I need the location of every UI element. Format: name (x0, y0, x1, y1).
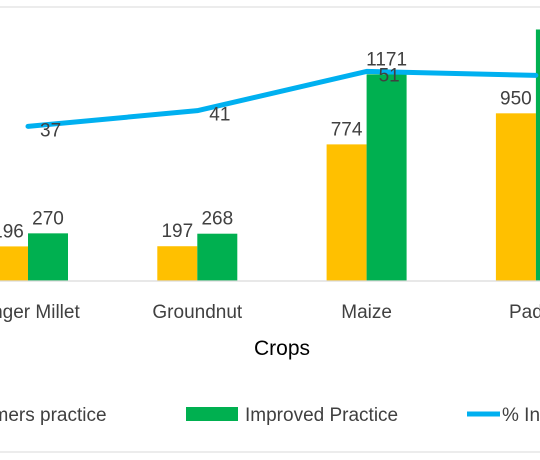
bar-farmers-practice-3 (495, 113, 536, 281)
legend-swatch-improved-practice (186, 407, 238, 421)
legend-label-farmers-practice: Farmers practice (0, 405, 107, 426)
bar-label-farmers-practice-0: 196 (0, 221, 24, 242)
bar-improved-practice-2 (366, 74, 407, 281)
line-label-2: 51 (379, 65, 400, 86)
bar-label-improved-practice-1: 268 (201, 209, 233, 230)
bar-improved-practice-0 (28, 233, 68, 281)
bar-improved-practice-3 (535, 29, 540, 281)
bar-label-farmers-practice-1: 197 (161, 221, 193, 242)
bar-label-farmers-practice-3: 950 (500, 88, 532, 109)
x-tick-label-3: Paddy (509, 302, 540, 323)
legend-label-increase: % Increase (502, 405, 540, 426)
bar-label-improved-practice-2: 1171 (366, 49, 407, 70)
bar-improved-practice-1 (197, 233, 238, 281)
line-percent-increase (25, 68, 539, 129)
bar-farmers-practice-0 (0, 246, 28, 281)
x-tick-label-2: Maize (341, 302, 392, 323)
legend-label-improved-practice: Improved Practice (245, 405, 398, 426)
legend: Farmers practice Improved Practice % Incre… (0, 405, 540, 426)
x-tick-label-1: Groundnut (152, 302, 243, 323)
line-label-1: 41 (209, 105, 230, 126)
x-tick-labels: Finger Millet Groundnut Maize Paddy (0, 302, 540, 323)
x-axis-title: Crops (254, 337, 310, 360)
bar-farmers-practice-2 (326, 144, 367, 281)
x-tick-label-0: Finger Millet (0, 302, 80, 323)
line-layer (25, 68, 539, 129)
bars-layer (0, 29, 540, 281)
labels-layer: 19619777495027026811711374151 (0, 49, 532, 242)
line-label-0: 37 (40, 120, 61, 141)
bar-farmers-practice-1 (157, 246, 198, 281)
bar-label-improved-practice-0: 270 (32, 208, 64, 229)
bar-label-farmers-practice-2: 774 (331, 119, 363, 140)
